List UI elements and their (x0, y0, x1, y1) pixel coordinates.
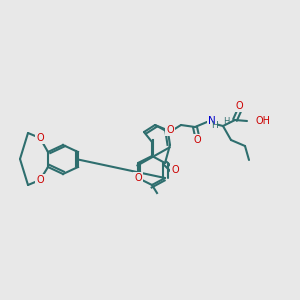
Text: N: N (208, 116, 216, 126)
Text: O: O (235, 101, 243, 111)
Text: O: O (193, 135, 201, 145)
Text: OH: OH (255, 116, 270, 126)
Text: O: O (166, 125, 174, 135)
Text: H: H (223, 116, 229, 125)
Text: O: O (36, 175, 44, 185)
Text: O: O (36, 133, 44, 143)
Text: O: O (134, 173, 142, 183)
Text: H: H (211, 121, 218, 130)
Text: O: O (171, 165, 179, 175)
